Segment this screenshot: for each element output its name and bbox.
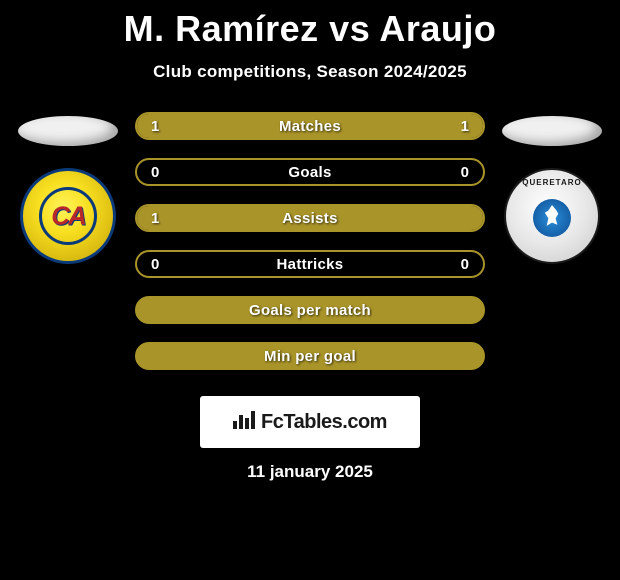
subtitle: Club competitions, Season 2024/2025 [0,62,620,82]
club-america-monogram: CA [51,201,85,232]
queretaro-arc-label: QUERETARO [506,178,598,187]
stat-label: Min per goal [264,348,356,365]
stat-value-right: 0 [461,164,469,181]
stat-label: Goals [288,164,331,181]
branding-text: FcTables.com [261,411,387,434]
stat-value-left: 1 [151,210,159,227]
comparison-card: M. Ramírez vs Araujo Club competitions, … [0,0,620,482]
right-club-badge: QUERETARO [504,168,600,264]
stat-value-right: 0 [461,256,469,273]
stat-label: Hattricks [277,256,344,273]
bar-chart-icon [233,409,255,435]
stats-bars: 1 Matches 1 0 Goals 0 1 Assists 0 Hattricks 0 Goals… [135,112,485,388]
left-club-badge: CA [20,168,116,264]
rooster-icon [533,199,571,237]
stat-value-left: 0 [151,256,159,273]
vs-label: vs [329,8,370,49]
stat-value-left: 0 [151,164,159,181]
page-title: M. Ramírez vs Araujo [0,8,620,50]
main-row: CA 1 Matches 1 0 Goals 0 1 Assists 0 Hattricks 0 Go… [0,112,620,388]
branding-box: FcTables.com [200,396,420,448]
stat-bar-goals: 0 Goals 0 [135,158,485,186]
stat-bar-goals-per-match: Goals per match [135,296,485,324]
right-column: QUERETARO [497,112,607,264]
player1-name: M. Ramírez [124,8,319,49]
stat-value-left: 1 [151,118,159,135]
left-column: CA [13,112,123,264]
player2-name: Araujo [379,8,496,49]
right-flag-oval [502,116,602,146]
stat-value-right: 1 [461,118,469,135]
date-label: 11 january 2025 [0,462,620,482]
stat-bar-min-per-goal: Min per goal [135,342,485,370]
stat-bar-matches: 1 Matches 1 [135,112,485,140]
stat-bar-assists: 1 Assists [135,204,485,232]
stat-label: Matches [279,118,341,135]
stat-label: Goals per match [249,302,371,319]
stat-bar-hattricks: 0 Hattricks 0 [135,250,485,278]
left-flag-oval [18,116,118,146]
stat-label: Assists [282,210,337,227]
